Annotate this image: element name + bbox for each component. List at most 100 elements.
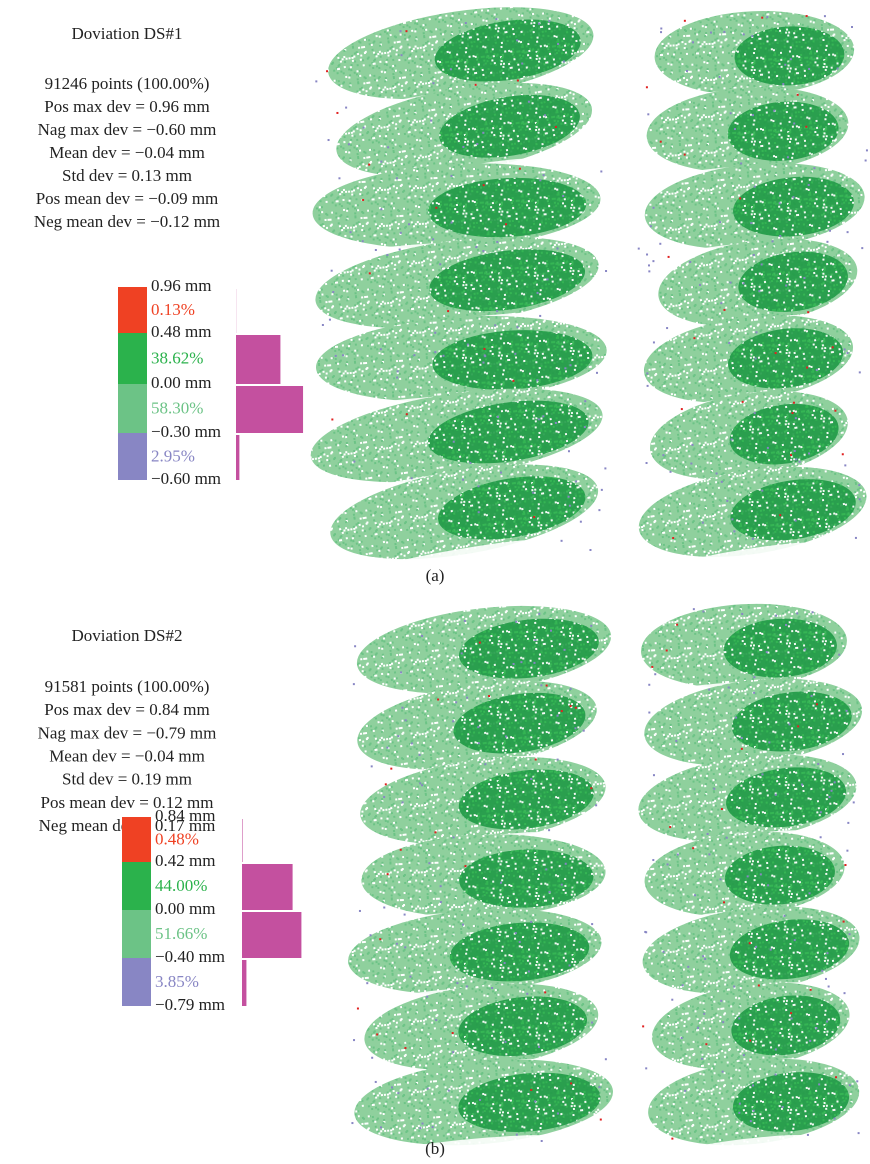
deviation-speck [600,488,603,491]
deviation-speck [844,864,847,867]
threshold-label: −0.79 mm [155,995,225,1014]
percent-label: 3.85% [155,972,199,991]
deviation-speck [708,853,711,856]
deviation-speck [589,549,592,552]
deviation-speck [512,379,515,382]
deviation-speck [474,83,477,86]
deviation-speck [729,112,732,115]
coil-shade [459,849,594,908]
deviation-speck [554,125,557,128]
panel-caption: (a) [426,566,445,585]
deviation-speck [595,804,598,807]
deviation-speck [648,264,651,267]
coil-shade [733,176,855,237]
deviation-speck [654,673,657,676]
deviation-speck [796,93,799,96]
deviation-speck [369,934,372,937]
deviation-speck [689,260,692,263]
deviation-speck [792,401,795,404]
coil-shade [453,692,586,754]
deviation-speck [380,208,383,211]
deviation-speck [774,352,777,355]
coil-shade [434,19,581,82]
deviation-speck [645,931,648,934]
deviation-speck [801,783,804,786]
deviation-speck [819,811,822,814]
percent-label: 2.95% [151,446,195,465]
deviation-speck [715,472,718,475]
deviation-speck [740,162,743,165]
deviation-speck [336,111,339,114]
deviation-speck [579,520,582,523]
percent-label: 44.00% [155,876,207,895]
threshold-label: 0.00 mm [151,373,211,392]
deviation-speck [604,1058,607,1061]
deviation-speck [687,965,690,968]
deviation-speck [779,514,782,517]
deviation-speck [539,314,542,317]
deviation-speck [530,920,533,923]
deviation-speck [858,484,861,487]
deviation-speck [345,106,348,109]
deviation-speck [769,948,772,951]
stat-line: 91246 points (100.00%) [45,74,210,93]
deviation-speck [426,995,429,998]
deviation-speck [564,367,567,370]
deviation-speck [786,156,789,159]
deviation-speck [774,1048,777,1051]
deviation-speck [681,984,684,987]
deviation-speck [821,969,824,972]
deviation-speck [439,885,442,888]
deviation-speck [757,984,760,987]
deviation-speck [718,221,721,224]
deviation-speck [742,1054,745,1057]
deviation-speck [828,796,831,799]
deviation-speck [749,1120,752,1123]
deviation-speck [843,348,846,351]
legend-block [118,433,147,480]
deviation-speck [500,471,503,474]
histogram-bar [242,912,302,958]
deviation-speck [753,412,756,415]
deviation-speck [810,694,813,697]
point-cloud [348,605,614,1151]
deviation-speck [740,737,743,740]
stat-line: 91581 points (100.00%) [45,677,210,696]
deviation-speck [733,985,736,988]
deviation-speck [683,19,686,22]
deviation-speck [418,753,421,756]
deviation-speck [720,302,723,305]
deviation-speck [691,443,694,446]
deviation-speck [775,614,778,617]
deviation-speck [727,686,730,689]
deviation-speck [503,962,506,965]
coil-shade [732,1072,850,1132]
deviation-speck [858,371,861,374]
deviation-speck [482,361,485,364]
deviation-speck [439,263,442,266]
deviation-speck [442,354,445,357]
deviation-speck [538,612,541,615]
deviation-speck [540,1139,543,1142]
deviation-speck [675,739,678,742]
deviation-speck [806,366,809,369]
deviation-speck [495,18,498,21]
coil-gap [403,1135,546,1151]
deviation-speck [824,977,827,980]
deviation-speck [748,942,751,945]
deviation-speck [698,283,701,286]
deviation-speck [788,723,791,726]
stat-line: Pos max dev = 0.96 mm [44,97,209,116]
deviation-speck [550,629,553,632]
deviation-speck [750,222,753,225]
deviation-speck [768,741,771,744]
coil-gap [384,540,532,567]
deviation-speck [729,281,732,284]
deviation-speck [692,847,695,850]
deviation-speck [462,478,465,481]
threshold-label: 0.48 mm [151,322,211,341]
deviation-speck [384,783,387,786]
deviation-speck [504,1040,507,1043]
deviation-speck [759,873,762,876]
